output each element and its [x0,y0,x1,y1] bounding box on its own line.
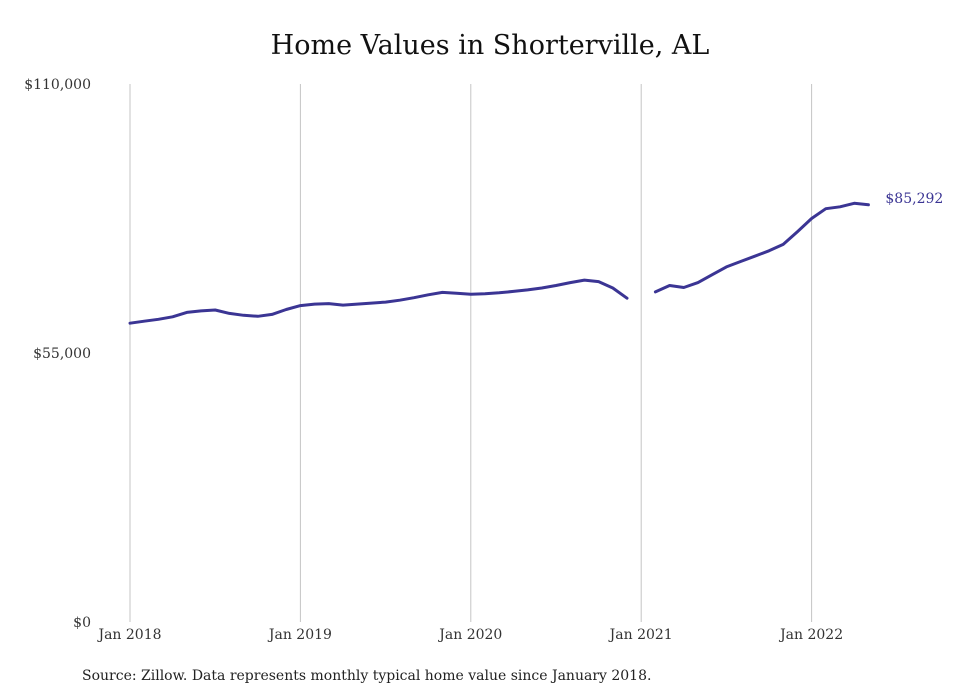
x-axis-ticks: Jan 2018 Jan 2019 Jan 2020 Jan 2021 Jan 2022 [96,627,843,643]
y-tick-label: $55,000 [33,346,91,362]
x-tick-label: Jan 2020 [437,627,502,643]
series-line [653,201,870,294]
series-line [128,278,629,325]
x-tick-label: Jan 2019 [267,627,332,643]
y-axis-ticks: $110,000 $55,000 $0 [24,77,91,631]
x-tick-label: Jan 2022 [778,627,843,643]
x-tick-label: Jan 2021 [608,627,673,643]
series-lines [128,201,870,325]
end-value-label: $85,292 [885,191,943,207]
y-tick-label: $0 [73,615,91,631]
chart-title: Home Values in Shorterville, AL [270,30,710,61]
x-tick-label: Jan 2018 [96,627,161,643]
grid-lines [129,84,813,622]
y-tick-label: $110,000 [24,77,91,93]
line-chart: $110,000$55,000$0 Jan 2018 Jan 2019 Jan 20… [24,77,943,643]
source-note: Source: Zillow. Data represents monthly … [82,668,652,684]
data-labels: $85,292 [885,191,943,207]
